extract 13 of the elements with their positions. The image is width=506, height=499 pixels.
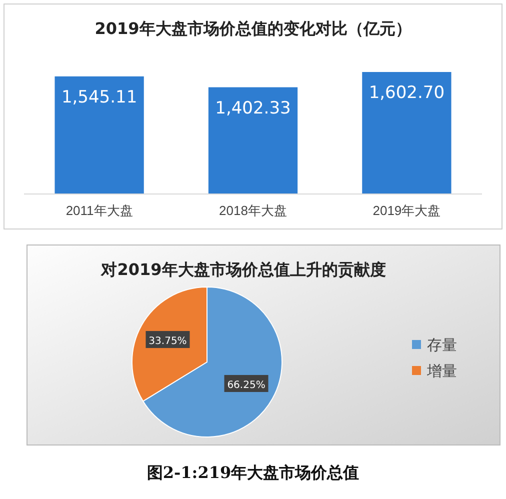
caption: 图2-1:219年大盘市场价总值 (146, 463, 360, 482)
chart-title: 2019年大盘市场价总值的变化对比（亿元） (94, 19, 412, 38)
chart-title: 对2019年大盘市场价总值上升的贡献度 (100, 260, 386, 279)
data-label: 1,402.33 (215, 98, 291, 118)
legend-label: 存量 (427, 336, 457, 354)
data-label: 33.75% (148, 336, 187, 348)
data-label: 1,602.70 (368, 83, 445, 103)
data-label: 1,545.11 (61, 87, 138, 108)
x-tick-label: 2011年大盘 (66, 203, 133, 218)
x-tick-label: 2019年大盘 (372, 203, 441, 218)
legend-label: 增量 (426, 362, 457, 380)
x-tick-label: 2018年大盘 (219, 203, 287, 218)
data-label: 66.25% (227, 380, 266, 391)
